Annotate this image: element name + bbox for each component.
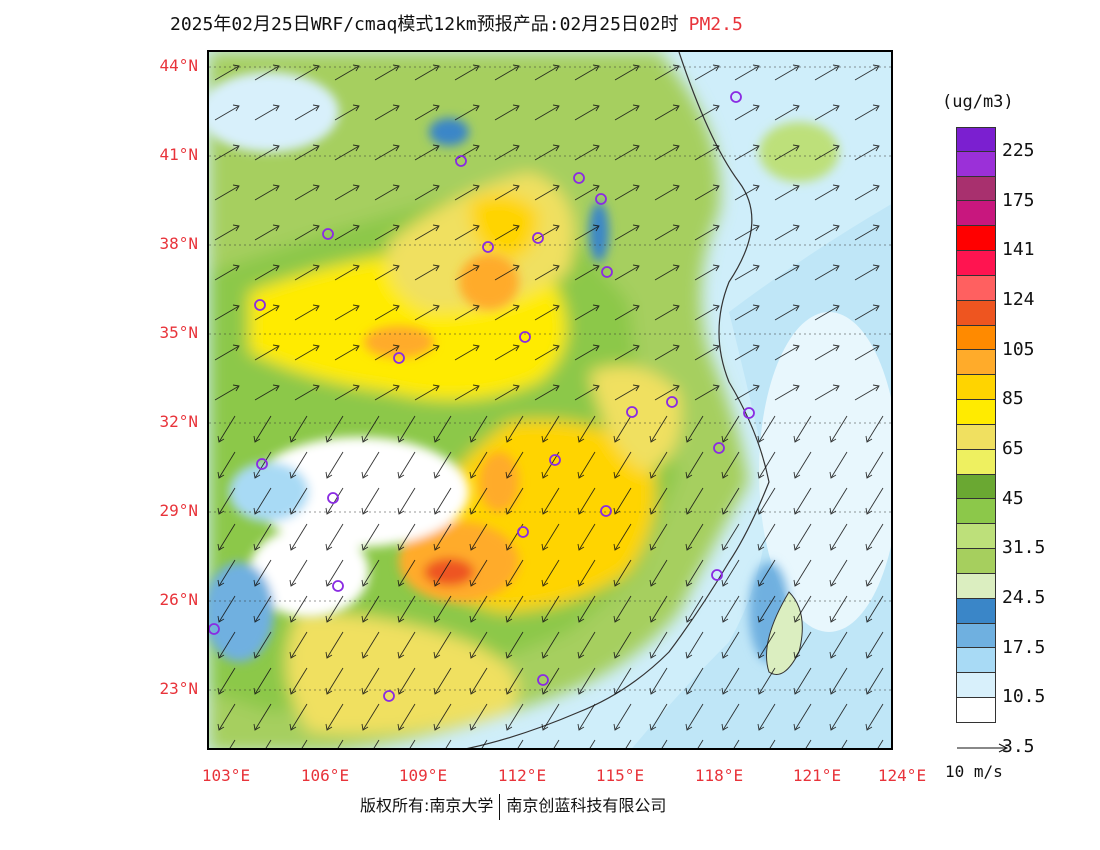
wind-reference-label: 10 m/s (945, 762, 1003, 781)
colorbar-cell (956, 524, 996, 550)
lat-label-35: 35°N (159, 323, 198, 342)
copyright-left: 版权所有:南京大学 (360, 796, 494, 815)
wind-reference-arrow-icon (957, 743, 1009, 753)
lon-label-121: 121°E (792, 766, 842, 785)
colorbar-cell (956, 424, 996, 450)
lon-label-106: 106°E (300, 766, 350, 785)
lon-label-103: 103°E (201, 766, 251, 785)
map-canvas (209, 52, 891, 748)
colorbar-cell (956, 499, 996, 525)
colorbar-cell (956, 449, 996, 475)
copyright-divider (499, 793, 501, 820)
colorbar-label: 3.5 (1002, 735, 1035, 757)
colorbar-cell (956, 673, 996, 699)
colorbar-label: 24.5 (1002, 586, 1046, 608)
title-main: 2025年02月25日WRF/cmaq模式12km预报产品:02月25日02时 (170, 14, 679, 35)
lat-label-23: 23°N (159, 679, 198, 698)
colorbar-label: 65 (1002, 437, 1024, 459)
colorbar-cell (956, 300, 996, 326)
colorbar-cell (956, 151, 996, 177)
colorbar-label: 10.5 (1002, 686, 1046, 708)
copyright-right: 南京创蓝科技有限公司 (506, 796, 667, 815)
colorbar-label: 124 (1002, 288, 1035, 310)
colorbar-cell (956, 350, 996, 376)
colorbar-cell (956, 127, 996, 152)
colorbar-cell (956, 400, 996, 425)
colorbar-label: 225 (1002, 139, 1035, 161)
colorbar (956, 127, 996, 723)
colorbar-cell (956, 623, 996, 649)
colorbar-cell (956, 598, 996, 624)
colorbar-cell (956, 275, 996, 301)
colorbar-label: 31.5 (1002, 537, 1046, 559)
colorbar-label: 17.5 (1002, 636, 1046, 658)
lat-label-38: 38°N (159, 234, 198, 253)
map-title: 2025年02月25日WRF/cmaq模式12km预报产品:02月25日02时 P… (170, 10, 743, 36)
copyright: 版权所有:南京大学 南京创蓝科技有限公司 (360, 792, 666, 820)
lat-label-44: 44°N (159, 56, 198, 75)
legend-units: (ug/m3) (942, 92, 1014, 112)
colorbar-cell (956, 573, 996, 599)
colorbar-cell (956, 549, 996, 574)
lon-label-118: 118°E (694, 766, 744, 785)
colorbar-label: 141 (1002, 239, 1035, 261)
colorbar-cell (956, 698, 996, 723)
colorbar-cell (956, 325, 996, 351)
lat-label-29: 29°N (159, 501, 198, 520)
lon-label-124: 124°E (877, 766, 927, 785)
lat-label-41: 41°N (159, 145, 198, 164)
lon-label-109: 109°E (398, 766, 448, 785)
lon-label-112: 112°E (497, 766, 547, 785)
forecast-map[interactable] (207, 50, 893, 750)
colorbar-cell (956, 474, 996, 500)
colorbar-label: 45 (1002, 487, 1024, 509)
colorbar-cell (956, 176, 996, 202)
lon-label-115: 115°E (595, 766, 645, 785)
colorbar-label: 175 (1002, 189, 1035, 211)
lat-label-32: 32°N (159, 412, 198, 431)
colorbar-cell (956, 375, 996, 401)
colorbar-cell (956, 226, 996, 252)
colorbar-cell (956, 648, 996, 674)
colorbar-label: 85 (1002, 388, 1024, 410)
colorbar-cell (956, 201, 996, 227)
lat-label-26: 26°N (159, 590, 198, 609)
colorbar-cell (956, 251, 996, 276)
colorbar-label: 105 (1002, 338, 1035, 360)
title-variable: PM2.5 (688, 14, 743, 35)
